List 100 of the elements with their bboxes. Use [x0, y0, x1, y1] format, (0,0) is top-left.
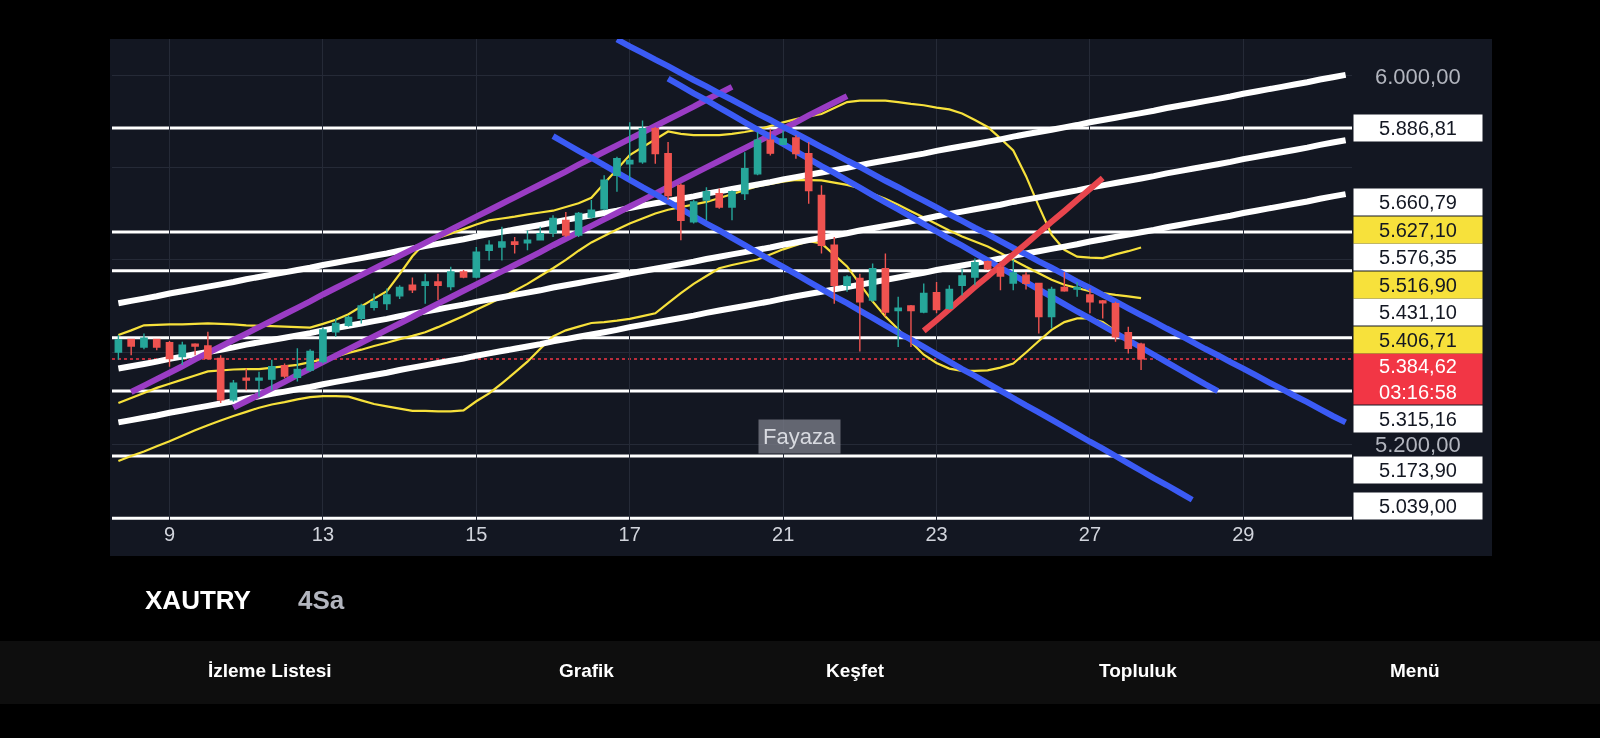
candlestick — [613, 156, 621, 193]
candlestick — [510, 236, 519, 255]
text: Keşfet — [826, 660, 885, 681]
candlestick — [498, 226, 506, 262]
candlestick — [587, 199, 596, 220]
candlestick — [370, 292, 378, 312]
candlestick — [1098, 299, 1107, 320]
candlestick — [651, 126, 660, 165]
candlestick — [421, 273, 430, 305]
y-tick-label: 6.000,00 — [1375, 63, 1461, 89]
candlestick — [996, 264, 1005, 292]
ref-line-label: 5.431,10 — [1379, 301, 1457, 323]
candlestick — [331, 317, 340, 338]
candlestick — [242, 367, 251, 391]
candlestick — [600, 174, 608, 211]
candlestick — [715, 187, 724, 210]
candlestick — [856, 273, 864, 353]
candlestick — [204, 331, 212, 361]
candlestick — [702, 186, 711, 222]
candlestick — [114, 334, 123, 361]
candlestick — [664, 141, 672, 201]
candlestick — [779, 129, 787, 147]
candlestick — [1073, 281, 1081, 298]
candlestick — [561, 211, 570, 238]
x-tick-label: 17 — [618, 523, 641, 545]
candlestick — [178, 341, 187, 366]
candlestick — [459, 269, 468, 280]
x-tick-label: 27 — [1078, 523, 1102, 545]
candlestick — [945, 284, 954, 311]
ref-line-label: 5.039,00 — [1379, 495, 1457, 517]
candlestick — [792, 134, 800, 160]
x-tick-label: 23 — [925, 523, 948, 545]
candlestick — [191, 342, 199, 356]
candlestick — [689, 199, 698, 225]
candlestick — [1009, 259, 1018, 292]
candlestick — [958, 267, 966, 297]
text: Menü — [1390, 660, 1440, 681]
candlestick — [817, 184, 826, 255]
ref-line-label: 5.384,62 03:16:58 — [1379, 355, 1457, 403]
candlestick — [293, 347, 302, 383]
line-series — [117, 99, 1143, 337]
candlestick — [625, 121, 634, 182]
text: 5.627,10 — [1379, 219, 1457, 241]
candlestick — [165, 340, 174, 368]
candlestick — [216, 354, 225, 404]
candlestick — [549, 214, 557, 238]
ref-line-label: 5.576,35 — [1379, 246, 1457, 268]
candlestick — [983, 259, 992, 271]
text: 4Sa — [298, 585, 345, 615]
candlestick — [804, 141, 813, 205]
candlestick — [881, 252, 890, 318]
ref-line-label: 5.660,79 — [1379, 191, 1457, 213]
candlestick — [306, 348, 314, 373]
candlestick — [319, 326, 327, 365]
candlestick — [1086, 287, 1094, 315]
candlestick — [728, 189, 736, 222]
candlestick — [574, 211, 583, 238]
candlestick — [127, 337, 136, 356]
candlestick — [907, 304, 915, 348]
candlestick — [152, 337, 161, 351]
ref-line-label: 5.886,81 — [1379, 117, 1457, 139]
candlestick — [434, 273, 442, 301]
candlestick — [830, 236, 839, 305]
candlestick — [523, 229, 532, 251]
candlestick — [536, 226, 545, 241]
candlestick — [766, 128, 775, 157]
candlestick — [472, 246, 481, 280]
candlestick — [932, 281, 941, 315]
candlestick — [740, 151, 749, 201]
candlestick — [485, 239, 493, 262]
candlestick — [1137, 342, 1145, 371]
candlestick — [1047, 285, 1056, 330]
text: Topluluk — [1099, 660, 1178, 681]
candlestick — [140, 332, 148, 350]
line-series — [117, 178, 1143, 405]
candlestick — [1060, 271, 1069, 293]
candlestick — [894, 296, 903, 348]
candlestick — [255, 371, 263, 398]
candlestick — [229, 379, 238, 403]
candlestick — [408, 276, 417, 294]
x-tick-label: 21 — [772, 523, 795, 545]
text: 5.406,71 — [1379, 329, 1457, 351]
candlestick — [638, 119, 647, 165]
x-tick-label: 15 — [465, 523, 488, 545]
candlestick — [1022, 271, 1030, 291]
ref-line-label: 5.315,16 — [1379, 408, 1457, 430]
x-tick-label: 29 — [1232, 523, 1255, 545]
x-tick-label: 9 — [163, 523, 176, 545]
text: Grafik — [559, 660, 615, 681]
text: XAUTRY — [145, 585, 251, 616]
candlestick — [383, 287, 391, 311]
candlestick — [1111, 301, 1120, 343]
candlestick — [280, 362, 289, 379]
candlestick — [1124, 325, 1133, 355]
text: 5.516,90 — [1379, 274, 1457, 296]
candlestick — [395, 284, 404, 300]
x-tick-label: 13 — [311, 523, 335, 545]
candlestick — [919, 282, 928, 315]
candlestick — [357, 302, 366, 325]
candlestick — [868, 262, 877, 303]
